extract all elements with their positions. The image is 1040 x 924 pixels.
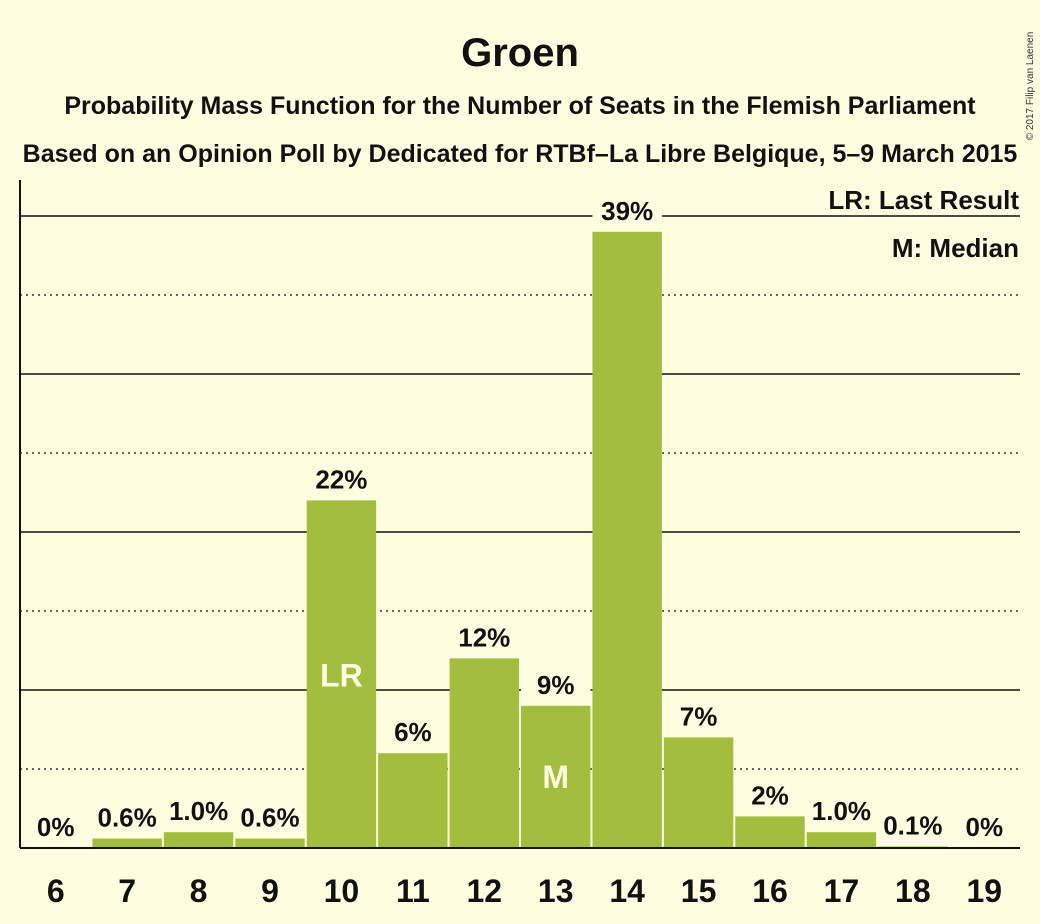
bar-17 [806, 832, 877, 848]
bar-8 [163, 832, 234, 848]
legend-median: M: Median [892, 233, 1019, 263]
bar-label-backdrop [663, 697, 734, 738]
bars [92, 191, 948, 849]
value-label-11: 6% [394, 717, 432, 747]
copyright-text: © 2017 Filip van Laenen [1025, 32, 1036, 141]
legend-last-result: LR: Last Result [828, 185, 1019, 215]
bar-label-backdrop [878, 806, 948, 847]
value-label-19: 0% [965, 812, 1003, 842]
x-tick-16: 16 [752, 873, 788, 909]
x-tick-9: 9 [261, 873, 279, 909]
chart-subtitle-source: Based on an Opinion Poll by Dedicated fo… [23, 140, 1018, 168]
x-tick-8: 8 [190, 873, 208, 909]
value-label-13: 9% [537, 670, 575, 700]
x-tick-labels: 6 7 8 9 10 11 12 13 14 15 16 17 18 19 [47, 873, 1002, 909]
bar-14 [592, 231, 662, 849]
value-label-16: 2% [751, 780, 789, 810]
bar-label-backdrop [92, 798, 162, 839]
x-tick-15: 15 [681, 873, 717, 909]
value-label-14: 39% [601, 196, 653, 226]
bar-12 [449, 658, 519, 848]
bar-16 [735, 816, 805, 848]
value-label-15: 7% [680, 701, 718, 731]
x-tick-19: 19 [966, 873, 1002, 909]
bar-label-backdrop [449, 618, 519, 659]
bar-label-backdrop [592, 191, 662, 232]
value-label-12: 12% [458, 622, 510, 652]
value-label-10: 22% [315, 464, 367, 494]
x-tick-6: 6 [47, 873, 65, 909]
x-tick-10: 10 [324, 873, 360, 909]
bar-13 [521, 705, 591, 848]
chart-subtitle: Probability Mass Function for the Number… [64, 92, 976, 120]
bar-label-backdrop [521, 665, 591, 706]
x-tick-14: 14 [609, 873, 645, 909]
bar-label-backdrop [806, 792, 877, 833]
bar-11 [378, 753, 448, 848]
bar-label-backdrop [235, 798, 305, 839]
x-tick-17: 17 [824, 873, 860, 909]
grid-lines [20, 215, 1020, 770]
value-label-8: 1.0% [169, 796, 228, 826]
x-tick-18: 18 [895, 873, 931, 909]
bar-markers: LR M [320, 657, 569, 794]
bar-9 [235, 838, 305, 848]
marker-lr: LR [320, 657, 363, 693]
value-label-6: 0% [37, 812, 75, 842]
value-label-7: 0.6% [98, 803, 157, 833]
x-tick-7: 7 [118, 873, 136, 909]
x-tick-11: 11 [396, 873, 430, 909]
bar-label-backdrop [735, 776, 805, 817]
bar-7 [92, 838, 162, 848]
bar-15 [663, 737, 734, 848]
value-label-18: 0.1% [883, 810, 942, 840]
x-tick-13: 13 [538, 873, 574, 909]
bar-label-backdrop [306, 460, 377, 501]
x-tick-12: 12 [466, 873, 502, 909]
chart-title: Groen [461, 31, 579, 75]
bar-label-backdrop [163, 792, 234, 833]
bar-10 [306, 500, 377, 848]
value-label-9: 0.6% [240, 803, 299, 833]
value-label-17: 1.0% [812, 796, 871, 826]
value-labels: 0% 0.6% 1.0% 0.6% 22% 6% 12% 9% 39% 7% 2% 1.0% 0.1% 0… [37, 196, 1003, 842]
bar-label-backdrop [378, 713, 448, 754]
marker-m: M [542, 759, 569, 795]
